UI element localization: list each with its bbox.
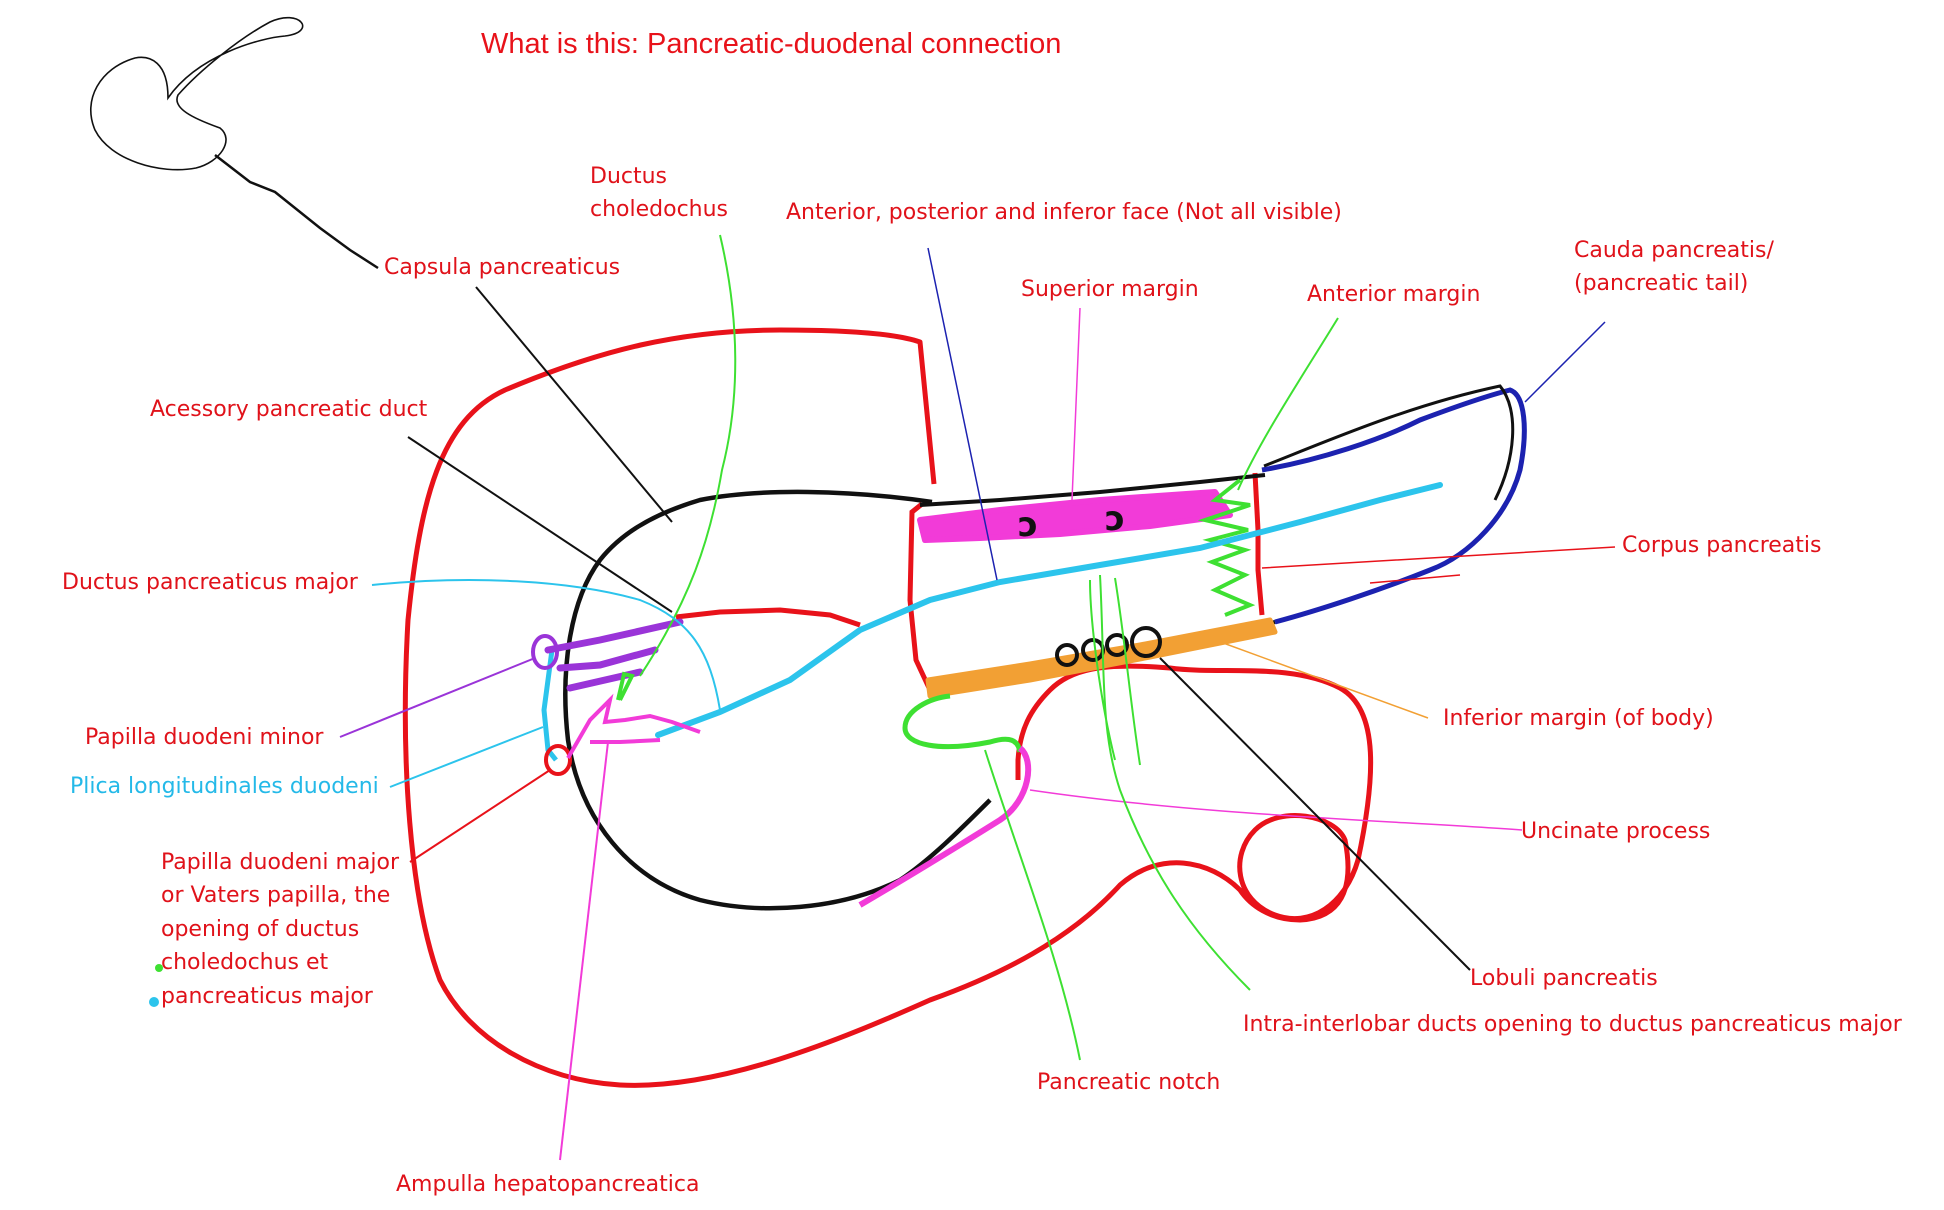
label-papilla-minor: Papilla duodeni minor — [85, 725, 324, 750]
leader-cauda — [1524, 321, 1606, 403]
lobule-circle-1 — [1055, 643, 1079, 667]
leader-accessory — [407, 436, 673, 613]
leader-choledochus — [639, 234, 737, 677]
body-red-left — [907, 502, 933, 692]
main-pancreatic-duct — [655, 482, 1443, 738]
leader-ampulla — [559, 741, 609, 1161]
leader-lobuli — [1159, 657, 1471, 971]
superior-margin-band — [917, 489, 1233, 543]
uncinate-process-green — [902, 693, 1023, 753]
papilla-major-circle — [544, 744, 572, 776]
papilla-minor-circle — [531, 634, 559, 670]
label-capsula: Capsula pancreaticus — [384, 255, 621, 280]
leader-superior — [1071, 307, 1081, 501]
lobule-mark-2: ↄ — [1105, 499, 1125, 539]
leader-ductus-major — [371, 579, 721, 711]
plica-longitudinalis — [541, 649, 558, 762]
label-ductus-choledochus: Ductus choledochus — [590, 164, 729, 222]
pancreas-body-top — [919, 473, 1266, 507]
leader-capsula — [475, 286, 673, 523]
green-dot — [155, 964, 163, 972]
thumbnail-pancreas-outline — [90, 16, 304, 171]
label-intra-ducts: Intra-interlobar ducts opening to ductus… — [1243, 1012, 1902, 1037]
label-cauda: Cauda pancreatis/ (pancreatic tail) — [1574, 238, 1774, 296]
label-anterior-margin: Anterior margin — [1307, 282, 1481, 307]
leader-inferior — [1214, 639, 1429, 719]
pancreas-head-outline — [563, 489, 992, 911]
label-ampulla: Ampulla hepatopancreatica — [396, 1172, 700, 1197]
label-ductus-major: Ductus pancreaticus major — [62, 570, 358, 595]
lobule-circle-3 — [1105, 633, 1129, 657]
leader-corpus — [1261, 546, 1616, 584]
label-papilla-major: Papilla duodeni major or Vaters papilla,… — [161, 850, 399, 1009]
duodenum-accessory-segment — [675, 607, 861, 628]
leader-papilla-minor — [339, 657, 536, 738]
anterior-margin-zigzag — [1197, 478, 1256, 617]
pancreas-tail-outline — [1261, 387, 1527, 625]
thumbnail-leader-line — [214, 154, 379, 270]
pancreas-tail-inner — [1263, 384, 1515, 501]
ampulla-branches — [566, 693, 701, 760]
leader-lines — [339, 234, 1616, 1161]
lobule-mark-1: ↄ — [1018, 505, 1038, 545]
label-uncinate: Uncinate process — [1521, 819, 1711, 844]
lobule-circle-4 — [1130, 626, 1162, 658]
ductus-choledochus-end — [616, 671, 635, 701]
leader-anterior — [1237, 317, 1339, 491]
label-accessory-duct: Acessory pancreatic duct — [150, 397, 428, 422]
leader-intra-ducts — [1089, 574, 1251, 991]
label-plica: Plica longitudinales duodeni — [70, 774, 379, 799]
leader-faces — [927, 247, 998, 581]
leader-notch — [984, 749, 1081, 1061]
label-corpus: Corpus pancreatis — [1622, 533, 1822, 558]
leader-papilla-major — [409, 769, 551, 863]
leader-uncinate — [1029, 789, 1523, 831]
cyan-dot — [149, 997, 159, 1007]
label-superior-margin: Superior margin — [1021, 277, 1199, 302]
label-lobuli: Lobuli pancreatis — [1470, 966, 1658, 991]
label-faces: Anterior, posterior and inferor face (No… — [786, 200, 1342, 225]
leader-plica — [389, 726, 544, 788]
duodenum-outline — [402, 327, 1374, 1088]
body-red-right — [1252, 472, 1265, 616]
uncinate-process-magenta — [858, 745, 1032, 908]
label-notch: Pancreatic notch — [1037, 1070, 1221, 1095]
diagram-title: What is this: Pancreatic-duodenal connec… — [481, 28, 1062, 60]
label-inferior-margin: Inferior margin (of body) — [1443, 706, 1714, 731]
